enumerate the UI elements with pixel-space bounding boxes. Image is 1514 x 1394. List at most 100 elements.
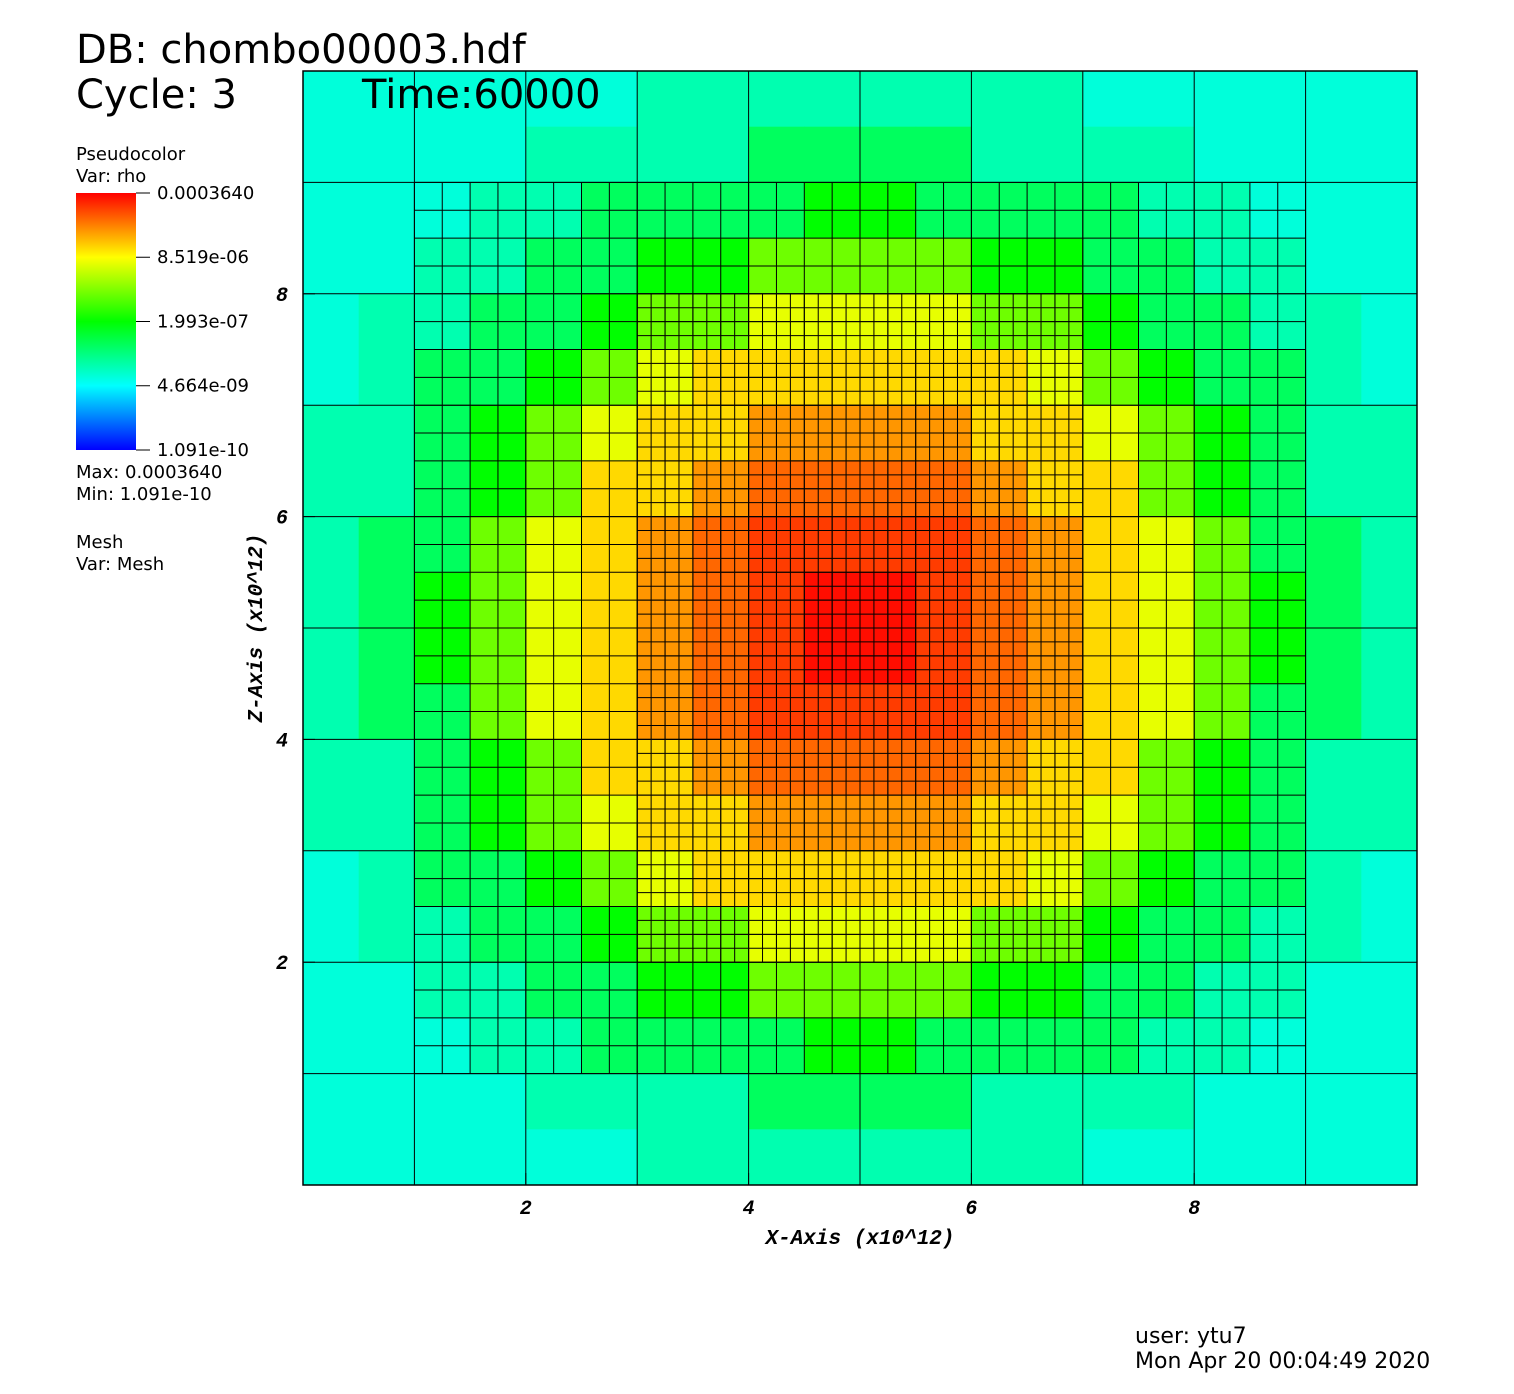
- cell: [1305, 906, 1362, 963]
- cell: [1361, 182, 1418, 239]
- cell: [358, 683, 415, 740]
- cell: [1194, 1129, 1251, 1186]
- cell: [1249, 1129, 1307, 1186]
- cell: [860, 126, 917, 183]
- cell: [1361, 962, 1418, 1019]
- cell: [303, 1017, 360, 1075]
- cell: [414, 71, 471, 128]
- cell: [915, 1073, 972, 1130]
- cell: [358, 516, 415, 573]
- colorbar: [76, 193, 136, 450]
- cell: [303, 460, 360, 518]
- cell: [1361, 71, 1418, 128]
- cell: [1361, 349, 1418, 406]
- cell: [1361, 238, 1418, 295]
- cell: [1361, 683, 1418, 740]
- cell: [303, 906, 360, 963]
- cell: [1305, 795, 1362, 852]
- cell: [1361, 739, 1418, 796]
- cell: [1249, 126, 1307, 183]
- cell: [915, 1129, 972, 1186]
- cell: [1361, 628, 1418, 685]
- min-label: Min: 1.091e-10: [76, 484, 212, 505]
- cell: [414, 126, 471, 183]
- cell: [1361, 795, 1418, 852]
- cell: [525, 1129, 582, 1186]
- cell: [358, 293, 415, 350]
- cell: [303, 962, 360, 1019]
- cell: [1305, 962, 1362, 1019]
- colorbar-tick-label: 1.091e-10: [157, 440, 249, 461]
- cell: [1305, 293, 1362, 350]
- cell: [1305, 126, 1362, 183]
- cell: [358, 182, 415, 239]
- cell: [1305, 572, 1362, 629]
- colorbar-tick-label: 4.664e-09: [157, 376, 249, 397]
- cell: [358, 795, 415, 852]
- db-name: DB: chombo00003.hdf: [76, 27, 527, 73]
- cell: [358, 71, 415, 128]
- cell: [915, 71, 972, 128]
- cell: [303, 1073, 360, 1130]
- cell: [303, 293, 360, 350]
- cell: [1305, 1129, 1362, 1186]
- cell: [1305, 238, 1362, 295]
- y-tick-label: 2: [276, 953, 288, 976]
- cell: [1249, 1073, 1307, 1130]
- cell: [358, 906, 415, 963]
- cell: [692, 1129, 750, 1186]
- cycle: Cycle: 3: [76, 72, 237, 118]
- plot-var: Var: rho: [76, 166, 146, 187]
- cell: [692, 71, 750, 128]
- x-tick-label: 4: [743, 1198, 755, 1221]
- cell: [303, 71, 360, 128]
- y-tick-label: 6: [276, 508, 288, 531]
- cell: [358, 238, 415, 295]
- cell: [303, 182, 360, 239]
- cell: [303, 1129, 360, 1186]
- cell: [303, 349, 360, 406]
- cell: [1305, 460, 1362, 518]
- colorbar-tick-label: 1.993e-07: [157, 311, 249, 332]
- cell: [525, 126, 582, 183]
- cell: [358, 1073, 415, 1130]
- cell: [525, 71, 582, 128]
- cell: [637, 1129, 694, 1186]
- cell: [1082, 126, 1139, 183]
- cell: [1249, 71, 1307, 128]
- cell: [1305, 739, 1362, 796]
- mesh: [302, 70, 1418, 1186]
- cell: [1361, 1073, 1418, 1130]
- cell: [1305, 1017, 1362, 1075]
- cell: [303, 516, 360, 573]
- cell: [971, 1129, 1028, 1186]
- cell: [860, 1073, 917, 1130]
- x-tick-label: 6: [965, 1198, 977, 1221]
- cell: [581, 126, 638, 183]
- cell: [1361, 1129, 1418, 1186]
- cell: [470, 71, 527, 128]
- x-axis-label: X-Axis (x10^12): [763, 1228, 954, 1251]
- cell: [637, 1073, 694, 1130]
- cell: [358, 126, 415, 183]
- cell: [581, 1129, 638, 1186]
- plot-name: Pseudocolor: [76, 144, 186, 165]
- y-tick-label: 4: [276, 730, 288, 753]
- user: user: ytu7: [1135, 1324, 1247, 1349]
- cell: [1305, 349, 1362, 406]
- cell: [748, 1129, 805, 1186]
- cell: [748, 1073, 805, 1130]
- cell: [470, 1073, 527, 1130]
- y-tick-label: 8: [276, 285, 288, 308]
- cell: [1138, 126, 1195, 183]
- cell: [1027, 126, 1084, 183]
- cell: [581, 71, 638, 128]
- cell: [470, 1129, 527, 1186]
- cell: [358, 1129, 415, 1186]
- cell: [1194, 126, 1251, 183]
- cell: [637, 71, 694, 128]
- cell: [804, 126, 861, 183]
- cell: [358, 1017, 415, 1075]
- cell: [1082, 71, 1139, 128]
